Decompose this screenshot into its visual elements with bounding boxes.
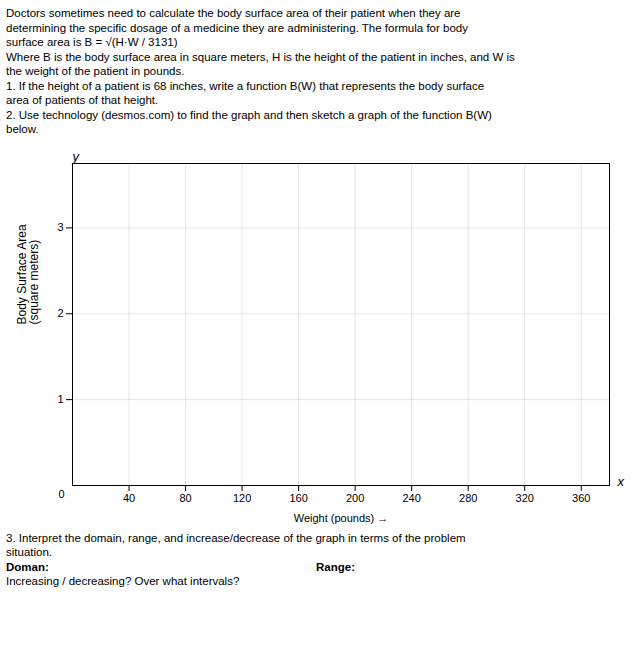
html-text:Where B is the body surface ar: Where B is the body surface area in squa… [6,50,515,63]
svg-text:160: 160 [289,492,307,504]
svg-text:40: 40 [123,492,135,504]
html-text:the weight of the patient in p: the weight of the patient in pounds. [6,65,185,77]
svg-text:2: 2 [57,307,63,319]
svg-text:320: 320 [516,492,534,504]
svg-text:80: 80 [179,492,191,504]
html-text:Increasing / decreasing? Over: Increasing / decreasing? Over what inter… [6,575,240,587]
svg-text:280: 280 [459,492,477,504]
svg-text:Weight (pounds) →: Weight (pounds) → [294,511,389,523]
html-text:3. Interpret the domain, range: 3. Interpret the domain, range, and incr… [6,531,466,544]
html-text:below.: below. [6,123,39,135]
html-text:determining the specific dosag: determining the specific dosage of a med… [6,21,468,34]
html-text:area of patients of that heigh: area of patients of that height. [6,94,159,106]
html-text:situation.: situation. [6,546,52,558]
svg-text:Body Surface Area(square meter: Body Surface Area(square meters) [15,224,41,324]
html-text:Doctors sometimes need to calc: Doctors sometimes need to calculate the … [6,7,461,19]
html-text:2. Use technology (desmos.com): 2. Use technology (desmos.com) to find t… [6,108,492,121]
svg-text:3: 3 [57,221,63,233]
svg-text:200: 200 [346,492,364,504]
svg-text:120: 120 [233,492,251,504]
svg-text:1: 1 [57,393,63,405]
svg-text:240: 240 [402,492,420,504]
svg-text:x: x [617,473,625,488]
html-text:Range:: Range: [316,560,355,573]
svg-text:360: 360 [572,492,590,504]
html-text:Doman:: Doman: [6,560,49,573]
svg-text:0: 0 [58,487,64,499]
html-text:surface area is B = √(H·W / 31: surface area is B = √(H·W / 3131) [6,36,178,48]
html-text:1. If the height of a patient: 1. If the height of a patient is 68 inch… [6,79,485,92]
svg-text:y: y [72,148,81,163]
